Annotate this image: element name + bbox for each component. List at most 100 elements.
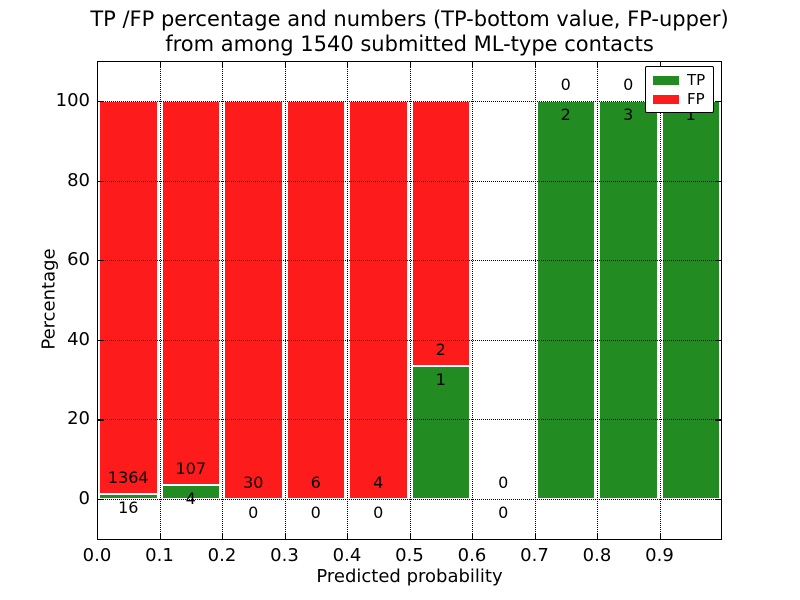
h-gridline [97,419,722,421]
tp-count-label: 1 [435,370,446,390]
chart-title-line2: from among 1540 submitted ML-type contac… [165,32,654,56]
y-tick-left [97,180,104,182]
tp-count-label: 0 [310,503,321,522]
x-tick-label: 0.8 [582,545,612,566]
v-gridline [347,61,348,540]
x-tick-bottom [347,533,349,540]
bar-segment-tp [599,101,658,499]
x-tick-top [659,61,661,68]
tp-count-label: 16 [118,498,139,518]
y-tick-left [97,419,104,421]
fp-count-label: 107 [175,458,207,478]
tp-count-label: 0 [248,503,259,522]
tp-count-label: 1 [685,105,696,124]
x-tick-bottom [409,533,411,540]
y-tick-right [715,101,722,103]
legend-item: TP [653,71,713,90]
legend-item-label: FP [687,90,705,108]
x-tick-bottom [597,533,599,540]
y-tick-label: 100 [55,90,90,111]
x-tick-top [284,61,286,68]
tp-count-label: 0 [373,503,384,522]
v-gridline [409,61,411,540]
h-gridline [97,260,722,262]
v-gridline [534,61,536,540]
bar-segment-tp [411,366,470,499]
fp-count-label: 0 [623,75,634,94]
legend-swatch-tp-icon [653,76,679,85]
y-tick-left [97,499,104,501]
y-tick-right [715,339,722,342]
bar-segment-tp [536,101,595,499]
y-tick-label: 80 [67,169,90,191]
legend-item-label: TP [687,71,706,89]
x-tick-top [472,61,474,68]
x-tick-label: 0.4 [332,545,362,566]
x-tick-label: 0.0 [82,545,112,566]
bar-segment-fp [349,101,408,499]
bar-segment-fp [224,101,283,499]
x-tick-bottom [659,533,661,540]
x-tick-bottom [472,533,474,540]
x-axis-label: Predicted probability [316,566,503,587]
y-tick-label: 0 [78,488,90,509]
h-gridline [97,339,722,341]
fp-count-label: 6 [310,473,321,492]
fp-count-label: 0 [560,75,571,94]
bar-segment-tp [99,494,158,499]
x-tick-top [597,61,599,68]
v-gridline [472,61,473,540]
x-tick-top [97,61,99,68]
bar-segment-tp [161,484,220,499]
x-tick-bottom [159,533,161,540]
x-tick-label: 0.7 [520,545,549,566]
fp-count-label: 2 [435,340,446,360]
x-tick-bottom [534,533,536,540]
v-gridline [159,61,161,540]
x-tick-top [534,61,536,68]
bar-segment-fp [411,101,470,367]
x-tick-bottom [284,533,286,540]
y-tick-left [97,101,104,103]
x-tick-label: 0.1 [145,545,174,566]
fp-count-label: 0 [498,473,509,492]
x-tick-label: 0.9 [645,545,674,566]
tp-count-label: 2 [560,105,571,124]
x-tick-label: 0.6 [457,545,487,566]
h-gridline [97,499,722,500]
y-tick-label: 60 [67,249,90,271]
y-tick-right [715,260,722,262]
y-tick-left [97,260,104,262]
tp-count-label: 4 [185,488,196,508]
fp-count-label: 4 [373,473,384,492]
fp-count-label: 30 [243,473,264,492]
y-tick-right [715,499,722,501]
y-tick-left [97,339,104,342]
x-tick-top [159,61,161,68]
bar-segment-fp [161,101,220,485]
bar-segment-tp [661,101,720,499]
h-gridline [97,101,722,102]
y-tick-label: 20 [67,408,90,430]
tp-count-label: 0 [498,503,509,522]
x-tick-bottom [222,533,224,540]
x-tick-bottom [97,533,99,540]
v-gridline [284,61,286,540]
legend-swatch-fp-icon [653,95,679,104]
x-tick-label: 0.5 [395,545,424,566]
chart-title-line1: TP /FP percentage and numbers (TP-bottom… [90,7,729,31]
h-gridline [97,180,722,182]
bar-segment-fp [286,101,345,499]
y-tick-right [715,180,722,182]
v-gridline [659,61,661,540]
fp-count-label: 1364 [107,468,149,488]
x-tick-top [222,61,224,68]
y-tick-right [715,419,722,421]
x-tick-top [347,61,349,68]
legend: TP FP [645,66,714,113]
y-tick-label: 40 [67,328,90,350]
legend-item: FP [653,90,713,109]
bar-segment-fp [99,101,158,495]
